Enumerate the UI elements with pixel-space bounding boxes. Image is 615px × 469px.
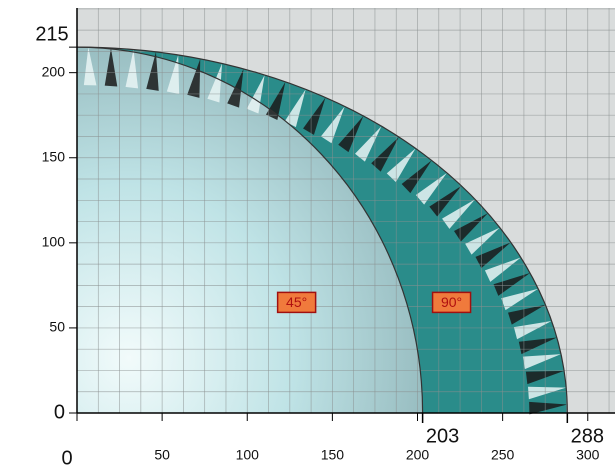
blade-tooth — [475, 242, 511, 269]
blade-tooth — [146, 51, 159, 91]
blade-tooth — [386, 148, 416, 183]
blade-tooth — [454, 213, 488, 242]
plot: 0 50 100 150 200 0 50 100 150 200 250 300 215 203 45° 2… — [35, 8, 615, 469]
x-tick-label: 0 — [61, 447, 72, 469]
blade-tooth — [104, 48, 118, 87]
blade-tooth — [207, 63, 223, 103]
blade-tooth — [508, 304, 546, 325]
blade-tooth — [371, 137, 399, 172]
x-tick-label: 300 — [576, 447, 600, 463]
x-tick-label: 150 — [321, 447, 345, 463]
angle-label: 45° — [286, 294, 307, 310]
x-tick-label: 250 — [491, 447, 515, 463]
y-tick-label: 150 — [42, 148, 66, 164]
height-label: 215 — [35, 23, 68, 45]
blade-tooth — [429, 185, 462, 217]
blade-body — [77, 47, 423, 413]
inner-arc — [76, 46, 424, 414]
angle-box — [276, 291, 317, 314]
blade-tooth — [529, 401, 568, 415]
blade-tooth — [166, 55, 180, 95]
angle-label: 90° — [441, 294, 462, 310]
blade-tooth — [518, 337, 557, 355]
depth-label: 288 — [571, 425, 604, 447]
angle-box — [431, 291, 472, 314]
blade-tooth — [187, 58, 201, 98]
y-tick-label: 200 — [42, 63, 66, 79]
y-tick-label: 50 — [49, 319, 65, 335]
y-tick-label: 0 — [54, 401, 65, 423]
blade-tooth — [125, 49, 139, 89]
blade-tooth — [465, 227, 500, 255]
blade-tooth — [338, 116, 364, 153]
outer-arc — [76, 46, 568, 414]
x-tick-label: 200 — [406, 447, 430, 463]
blade-tooth — [527, 386, 567, 400]
x-tick-label: 50 — [154, 447, 170, 463]
blade-tooth — [513, 321, 552, 340]
blade-tooth — [501, 288, 539, 311]
blade-tooth — [83, 47, 97, 86]
blade-tooth — [320, 106, 345, 144]
blade-tooth — [401, 160, 432, 194]
blade-tooth — [522, 354, 561, 370]
depth-label: 203 — [426, 425, 459, 447]
x-tick-label: 100 — [236, 447, 260, 463]
blade-tooth — [303, 97, 326, 135]
y-tick-label: 100 — [42, 234, 66, 250]
